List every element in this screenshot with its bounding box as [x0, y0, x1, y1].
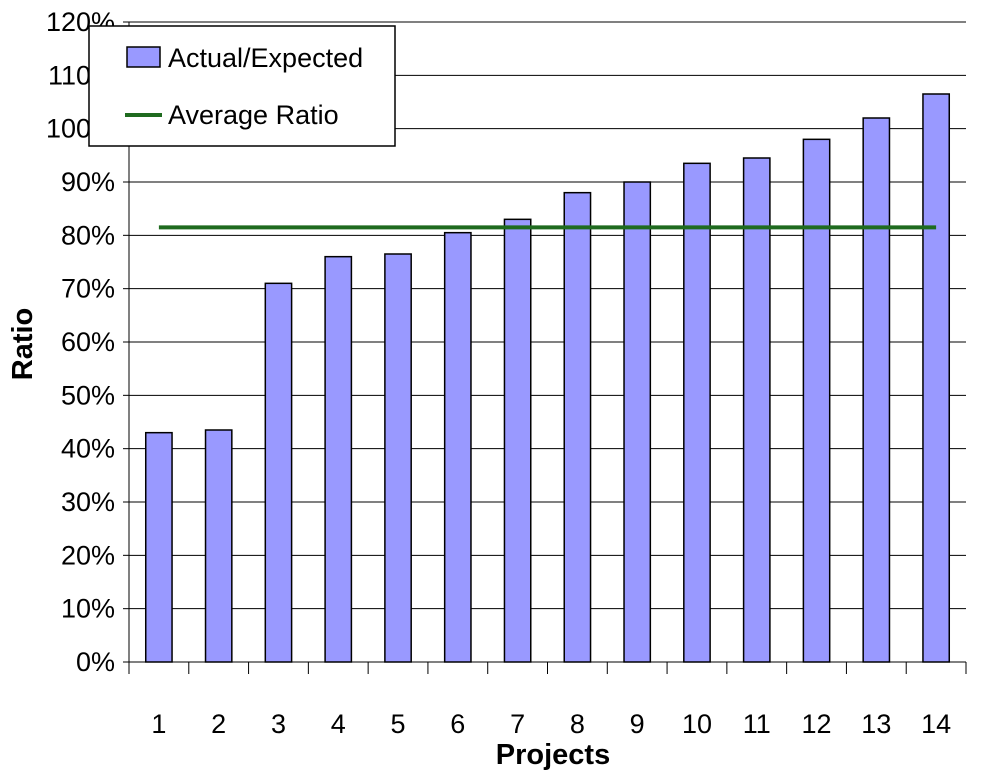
- legend-label-average: Average Ratio: [168, 100, 339, 130]
- x-tick-label: 2: [211, 709, 226, 739]
- y-tick-label: 40%: [61, 434, 115, 464]
- x-tick-label: 5: [391, 709, 406, 739]
- y-tick-label: 70%: [61, 274, 115, 304]
- y-tick-label: 30%: [61, 487, 115, 517]
- y-axis-title: Ratio: [7, 308, 39, 381]
- y-tick-label: 50%: [61, 380, 115, 410]
- x-tick-label: 10: [682, 709, 712, 739]
- bar: [862, 117, 891, 663]
- y-tick-label: 0%: [76, 647, 115, 677]
- bar: [802, 138, 831, 663]
- x-axis-title: Projects: [496, 739, 610, 771]
- y-tick-labels: 0%10%20%30%40%50%60%70%80%90%100%110%120…: [46, 7, 115, 677]
- bar: [384, 253, 412, 663]
- bar: [623, 181, 652, 663]
- legend-label-bars: Actual/Expected: [168, 43, 363, 73]
- x-tick-label: 6: [450, 709, 465, 739]
- x-tick-label: 12: [802, 709, 832, 739]
- bar: [204, 429, 233, 663]
- y-tick-label: 20%: [61, 540, 115, 570]
- legend-box: [88, 25, 396, 147]
- y-tick-label: 60%: [61, 327, 115, 357]
- x-tick-label: 1: [151, 709, 166, 739]
- x-tick-label: 4: [331, 709, 346, 739]
- bars: [144, 93, 951, 663]
- bar: [324, 255, 353, 663]
- bar: [503, 218, 532, 663]
- y-tick-label: 10%: [61, 594, 115, 624]
- x-tick-label: 8: [570, 709, 585, 739]
- bar: [742, 157, 771, 663]
- bar: [563, 191, 592, 663]
- x-tick-label: 9: [630, 709, 645, 739]
- x-tick-label: 14: [921, 709, 951, 739]
- x-tick-label: 7: [510, 709, 525, 739]
- y-tick-label: 90%: [61, 167, 115, 197]
- x-tick-label: 13: [861, 709, 891, 739]
- x-tick-label: 11: [743, 709, 771, 739]
- legend: Actual/Expected Average Ratio: [88, 25, 396, 147]
- x-tick-label: 3: [271, 709, 286, 739]
- bar: [683, 162, 711, 663]
- bar: [264, 282, 293, 663]
- x-tick-labels: 1 2 3 4 5 6 7 8 9 10 11 12 13 14: [151, 709, 951, 739]
- bar: [144, 431, 173, 663]
- legend-bar-swatch: [126, 46, 161, 68]
- y-tick-label: 80%: [61, 220, 115, 250]
- bar: [443, 231, 472, 663]
- bar: [922, 93, 951, 663]
